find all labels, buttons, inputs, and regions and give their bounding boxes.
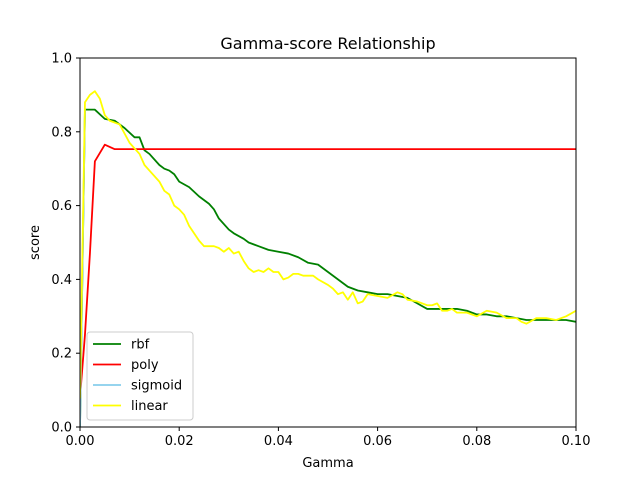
plot-frame: [79, 57, 577, 428]
y-tick-label: 0.0: [51, 421, 72, 436]
y-tick-label: 1.0: [51, 52, 72, 67]
x-axis: 0.00 0.02 0.04 0.06 0.08 0.10: [66, 427, 591, 449]
y-axis-label: score: [28, 225, 43, 260]
legend: rbf poly sigmoid linear: [86, 331, 194, 421]
y-tick-label: 0.6: [51, 199, 72, 214]
x-tick-label: 0.06: [363, 434, 392, 449]
series-line-linear: [80, 90, 576, 399]
legend-label-poly: poly: [131, 358, 159, 373]
legend-label-linear: linear: [131, 399, 168, 414]
x-tick-label: 0.02: [165, 434, 194, 449]
series-line-rbf: [80, 108, 576, 427]
legend-label-rbf: rbf: [131, 338, 150, 353]
series-layer: [80, 90, 576, 427]
legend-box: [86, 331, 194, 421]
y-tick-label: 0.8: [51, 125, 72, 140]
x-tick-label: 0.10: [562, 434, 591, 449]
chart-title: Gamma-score Relationship: [220, 34, 435, 53]
series-line-poly: [80, 143, 576, 399]
x-tick-label: 0.00: [66, 434, 95, 449]
y-tick-label: 0.2: [51, 347, 72, 362]
y-axis: 0.0 0.2 0.4 0.6 0.8 1.0: [51, 52, 80, 436]
y-tick-label: 0.4: [51, 273, 72, 288]
x-tick-label: 0.08: [462, 434, 491, 449]
legend-label-sigmoid: sigmoid: [131, 379, 182, 394]
x-axis-label: Gamma: [302, 456, 353, 471]
x-tick-label: 0.04: [264, 434, 293, 449]
